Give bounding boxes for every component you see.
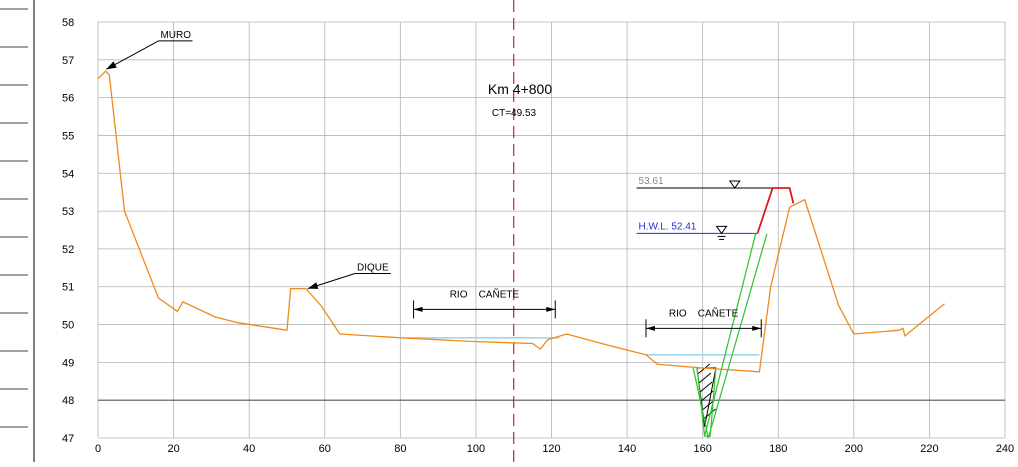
- green-trench-lines: [692, 233, 768, 439]
- x-tick-label: 80: [394, 443, 406, 455]
- level-label: 53.61: [639, 176, 664, 187]
- dimension-label: RIO CAÑETE: [669, 306, 739, 319]
- x-tick-label: 160: [693, 443, 711, 455]
- x-tick-label: 220: [920, 443, 938, 455]
- green-trench-line: [692, 233, 768, 439]
- x-tick-label: 100: [467, 443, 485, 455]
- x-tick-label: 120: [542, 443, 560, 455]
- y-tick-label: 53: [62, 206, 74, 218]
- y-tick-label: 48: [62, 395, 74, 407]
- x-tick-label: 140: [618, 443, 636, 455]
- annotation-label: DIQUE: [357, 262, 389, 273]
- levee-line: [756, 187, 795, 234]
- dimension-arrowhead: [546, 306, 556, 312]
- y-tick-label: 51: [62, 282, 74, 294]
- x-tick-label: 20: [167, 443, 179, 455]
- annotation-arrowhead: [106, 61, 117, 70]
- grid: [97, 21, 1006, 439]
- annotation-label: MURO: [160, 30, 191, 41]
- x-tick-label: 60: [319, 443, 331, 455]
- y-tick-label: 47: [62, 433, 74, 445]
- y-tick-label: 50: [62, 320, 74, 332]
- annotation-arrowhead: [307, 282, 319, 289]
- level-label: H.W.L. 52.41: [639, 221, 697, 232]
- dimension-arrowhead: [645, 325, 655, 331]
- hatch-line: [698, 372, 712, 384]
- left-panel-table: [0, 0, 35, 462]
- y-tick-label: 56: [62, 93, 74, 105]
- annotations: MURO DIQUE: [106, 30, 391, 290]
- terrain-profile-line: [97, 70, 945, 373]
- water-surface-lines: [407, 336, 760, 356]
- water-level-marker: [715, 225, 728, 235]
- x-tick-label: 240: [996, 443, 1014, 455]
- chart-title: Km 4+800: [488, 81, 552, 97]
- dimension-label: RIO CAÑETE: [450, 287, 520, 300]
- y-tick-label: 55: [62, 130, 74, 142]
- y-tick-label: 49: [62, 357, 74, 369]
- chart-subtitle: CT=49.53: [492, 108, 537, 119]
- dimension-lines: RIO CAÑETE RIO CAÑETE: [413, 287, 762, 338]
- dimension-arrowhead: [413, 306, 423, 312]
- water-level-marker: [728, 180, 741, 189]
- green-trench-line: [704, 367, 717, 437]
- green-trench-line: [696, 233, 757, 437]
- hatch-line: [700, 390, 714, 402]
- y-tick-label: 54: [62, 168, 74, 180]
- level-lines: 53.61 H.W.L. 52.41: [636, 176, 790, 240]
- hatch-line: [702, 399, 715, 411]
- x-tick-label: 0: [95, 443, 101, 455]
- hatch-line: [699, 381, 713, 393]
- y-tick-label: 58: [62, 17, 74, 29]
- x-tick-label: 40: [243, 443, 255, 455]
- x-axis-tick-labels: 0 20 40 60 80 100 120 140 160 180 200 220 240: [95, 443, 1014, 455]
- y-tick-label: 52: [62, 244, 74, 256]
- x-tick-label: 200: [845, 443, 863, 455]
- dimension-arrowhead: [752, 325, 762, 331]
- hatch-line: [697, 363, 711, 375]
- y-tick-label: 57: [62, 55, 74, 67]
- y-axis-tick-labels: 47 48 49 50 51 52 53 54 55 56 57 58: [62, 17, 74, 445]
- x-tick-label: 180: [769, 443, 787, 455]
